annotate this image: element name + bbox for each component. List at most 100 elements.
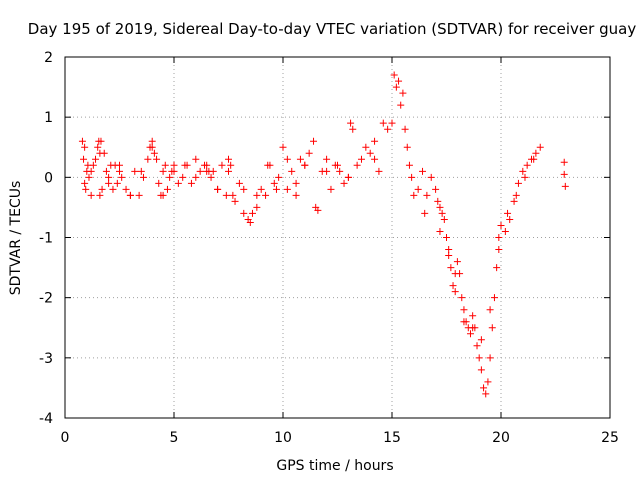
- y-tick-label: 0: [44, 170, 53, 186]
- data-point: [536, 143, 544, 151]
- data-point: [292, 179, 300, 187]
- data-point: [179, 173, 187, 181]
- data-point: [397, 101, 405, 109]
- x-tick-label: 10: [274, 430, 292, 446]
- data-point: [395, 77, 403, 85]
- data-point: [323, 155, 331, 163]
- data-point: [488, 324, 496, 332]
- y-tick-label: -4: [39, 411, 53, 427]
- data-point: [192, 155, 200, 163]
- data-point: [447, 264, 455, 272]
- data-point: [357, 155, 365, 163]
- data-point: [453, 258, 461, 266]
- data-point: [283, 185, 291, 193]
- data-point: [203, 161, 211, 169]
- data-point: [480, 384, 488, 392]
- data-point: [87, 167, 95, 175]
- data-point: [153, 155, 161, 163]
- data-point: [340, 179, 348, 187]
- data-point: [427, 173, 435, 181]
- data-point: [207, 173, 215, 181]
- data-point: [504, 209, 512, 217]
- data-point: [305, 149, 313, 157]
- data-point: [423, 191, 431, 199]
- x-tick-label: 25: [601, 430, 619, 446]
- data-point: [222, 191, 230, 199]
- y-axis: 2 1 0 -1 -2 -3 -4: [39, 50, 610, 427]
- data-point: [495, 246, 503, 254]
- data-point: [405, 161, 413, 169]
- data-point: [375, 167, 383, 175]
- data-point: [436, 227, 444, 235]
- data-point: [477, 366, 485, 374]
- x-tick-label: 0: [61, 430, 70, 446]
- data-point: [78, 137, 86, 145]
- data-point: [174, 179, 182, 187]
- data-point: [327, 185, 335, 193]
- y-tick-label: -2: [39, 291, 53, 307]
- data-point: [87, 191, 95, 199]
- data-point: [218, 161, 226, 169]
- data-point: [362, 143, 370, 151]
- data-point: [279, 143, 287, 151]
- data-point: [85, 173, 93, 181]
- data-point: [148, 143, 156, 151]
- x-axis-title: GPS time / hours: [276, 458, 393, 474]
- data-point: [497, 221, 505, 229]
- data-point: [410, 191, 418, 199]
- data-point: [137, 167, 145, 175]
- data-point: [347, 119, 355, 127]
- data-point: [92, 155, 100, 163]
- data-point: [196, 167, 204, 175]
- grid: [65, 57, 610, 418]
- data-point: [323, 167, 331, 175]
- data-point: [240, 185, 248, 193]
- x-tick-label: 5: [170, 430, 179, 446]
- data-point: [523, 161, 531, 169]
- data-point: [131, 167, 139, 175]
- data-point: [532, 149, 540, 157]
- data-point: [312, 203, 320, 211]
- data-point: [192, 173, 200, 181]
- data-point: [392, 83, 400, 91]
- data-point: [445, 252, 453, 260]
- data-point: [469, 312, 477, 320]
- data-point: [170, 161, 178, 169]
- data-point: [102, 167, 110, 175]
- data-point: [159, 167, 167, 175]
- data-point: [436, 203, 444, 211]
- data-point: [80, 155, 88, 163]
- data-point: [203, 167, 211, 175]
- data-point: [170, 167, 178, 175]
- data-point: [209, 167, 217, 175]
- data-point: [82, 185, 90, 193]
- data-point: [344, 173, 352, 181]
- data-point: [181, 161, 189, 169]
- data-point: [272, 185, 280, 193]
- data-point: [495, 234, 503, 241]
- data-point: [449, 282, 457, 290]
- data-point: [530, 155, 538, 163]
- data-point: [105, 173, 113, 181]
- x-tick-label: 15: [383, 430, 401, 446]
- data-point: [512, 191, 520, 199]
- data-point: [155, 179, 163, 187]
- data-point: [225, 155, 232, 163]
- data-point: [89, 161, 97, 169]
- data-point: [371, 137, 379, 145]
- data-point: [451, 288, 459, 296]
- data-point: [460, 306, 468, 314]
- y-tick-label: 2: [44, 50, 53, 66]
- data-point: [161, 161, 169, 169]
- data-point: [388, 119, 396, 127]
- data-point: [81, 179, 89, 187]
- data-point: [486, 354, 494, 362]
- data-point: [458, 294, 466, 302]
- data-point: [81, 143, 89, 151]
- data-point: [401, 125, 409, 133]
- data-point: [443, 234, 450, 241]
- data-point: [519, 167, 527, 175]
- data-point: [270, 179, 278, 187]
- data-point: [262, 191, 270, 199]
